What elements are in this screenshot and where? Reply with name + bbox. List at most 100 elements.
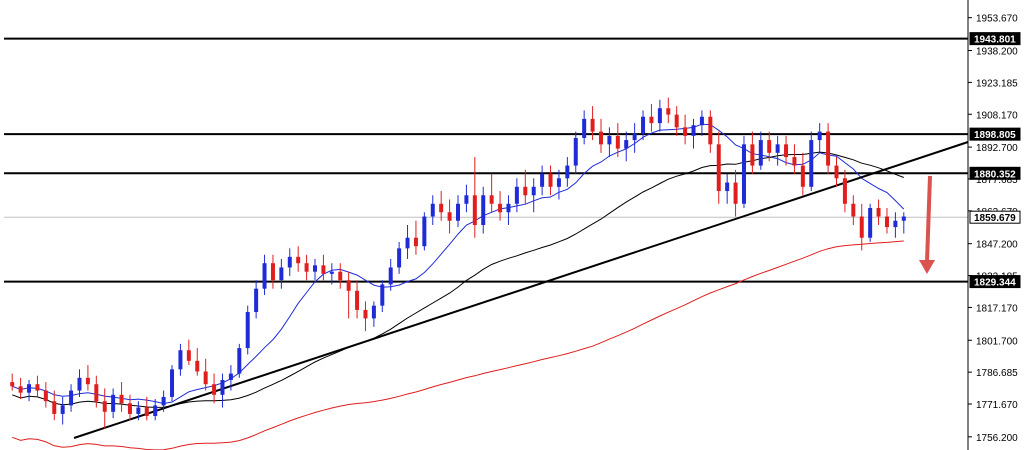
candle-body — [279, 267, 284, 281]
axis-tick-label: 1771.670 — [976, 400, 1018, 411]
candle-body — [397, 248, 402, 268]
candle-body — [733, 182, 738, 204]
axis-tick-label: 1877.685 — [976, 175, 1018, 186]
candle-body — [161, 396, 166, 406]
candle-body — [430, 203, 435, 217]
candle-body — [657, 108, 662, 124]
candle-body — [186, 350, 191, 361]
candle-body — [851, 203, 856, 217]
candle-body — [876, 208, 881, 217]
axis-tick-label: 1847.200 — [976, 240, 1018, 251]
candle-body — [624, 140, 629, 149]
candle-body — [153, 405, 158, 417]
candle-body — [296, 256, 301, 264]
candle-body — [573, 137, 578, 166]
candle-body — [784, 144, 789, 158]
price-label-box — [969, 210, 1021, 224]
candle-body — [10, 382, 15, 387]
candle-body — [195, 360, 200, 372]
candle-body — [262, 263, 267, 289]
candle-body — [666, 108, 671, 115]
candle-body — [220, 379, 225, 395]
candle-body — [548, 174, 553, 187]
axis-tick-label: 1908.170 — [976, 110, 1018, 121]
candle-body — [18, 386, 23, 393]
candle-body — [792, 157, 797, 166]
ma-slow-line — [12, 151, 904, 408]
candle-body — [439, 203, 444, 213]
arrow-shaft — [925, 175, 932, 263]
candle-body — [741, 144, 746, 204]
candle-body — [136, 407, 141, 414]
candle-body — [388, 267, 393, 285]
candle-body — [708, 116, 713, 145]
candle-body — [767, 140, 772, 153]
axis-tick-label: 1892.700 — [976, 143, 1018, 154]
candle-body — [523, 186, 528, 196]
candle-body — [456, 203, 460, 221]
candle-body — [170, 369, 175, 397]
candle-body — [649, 116, 654, 124]
candle-body — [380, 284, 385, 306]
candle-body — [826, 131, 831, 166]
candle-body — [775, 144, 780, 153]
candle-body — [607, 135, 612, 145]
candle-body — [102, 401, 107, 412]
candle-body — [674, 114, 679, 128]
candle-body — [245, 312, 250, 349]
axis-tick-label: 1786.685 — [976, 368, 1018, 379]
candle-body — [119, 394, 124, 404]
candle-body — [144, 407, 149, 417]
candle-body — [237, 348, 242, 374]
candle-body — [683, 127, 688, 136]
horizontal-levels — [4, 37, 968, 283]
price-label-text: 1880.352 — [974, 169, 1016, 180]
candle-body — [809, 140, 814, 187]
candle-body — [472, 195, 477, 225]
candle-body — [556, 178, 561, 187]
candle-body — [817, 131, 822, 141]
candle-body — [506, 203, 511, 213]
candle-body — [270, 263, 275, 281]
candle-body — [228, 373, 233, 380]
axis-tick-label: 1953.670 — [976, 14, 1018, 25]
candle-body — [413, 237, 418, 247]
candle-body — [901, 216, 906, 221]
price-label-box — [969, 127, 1021, 141]
candle-body — [212, 384, 217, 395]
candle-body — [750, 144, 755, 166]
candle-body — [43, 390, 48, 402]
price-labels: 1943.801 1898.805 1880.352 1859.679 1829.344 — [969, 32, 1021, 289]
candle-body — [725, 182, 730, 192]
candle-body — [565, 165, 570, 179]
candle-body — [582, 118, 587, 138]
candle-body — [111, 394, 116, 412]
candle-body — [489, 195, 494, 204]
candle-body — [800, 165, 805, 187]
candle-body — [35, 384, 40, 391]
candle-body — [254, 288, 259, 313]
axis-tick-label: 1938.200 — [976, 47, 1018, 58]
price-label-text: 1943.801 — [974, 35, 1016, 46]
axis-tick-label: 1801.700 — [976, 336, 1018, 347]
candle-body — [481, 195, 486, 225]
candle-body — [641, 116, 646, 134]
candle-body — [498, 203, 503, 213]
candle-body — [868, 208, 873, 238]
candle-body — [304, 263, 309, 272]
candle-body — [699, 116, 704, 126]
candle-body — [52, 401, 57, 414]
candle-body — [94, 384, 99, 402]
candle-body — [447, 212, 452, 221]
candle-body — [69, 390, 74, 406]
candle-body — [27, 384, 32, 393]
candle-body — [632, 133, 637, 141]
candle-body — [842, 178, 847, 204]
ma-fast-line — [12, 123, 905, 405]
price-label-text: 1898.805 — [974, 130, 1016, 141]
candle-body — [716, 144, 721, 192]
candle-body — [531, 186, 536, 196]
candle-body — [60, 405, 65, 414]
candle-body — [598, 131, 603, 145]
